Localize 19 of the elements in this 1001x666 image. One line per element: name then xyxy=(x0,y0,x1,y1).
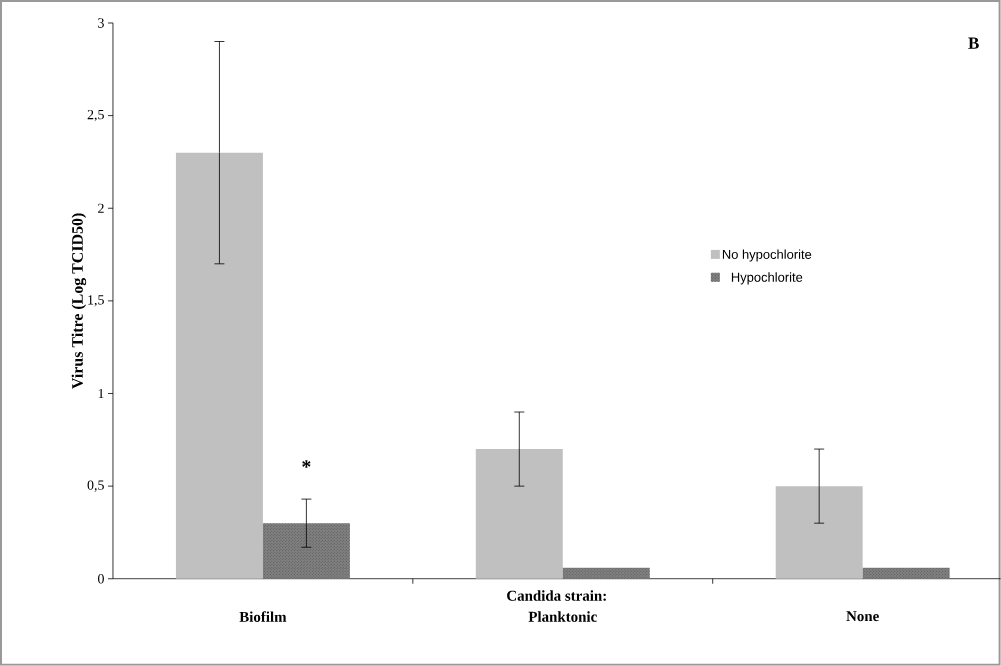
x-axis-title: Candida strain: xyxy=(507,590,606,601)
y-tick-label: 2,5 xyxy=(87,110,104,122)
bar xyxy=(175,152,263,579)
bar xyxy=(475,449,563,579)
legend-label: Hypochlorite xyxy=(731,272,803,285)
x-tick-label: Biofilm xyxy=(239,611,287,623)
y-tick-label: 3 xyxy=(98,18,104,28)
y-tick-label: 1,5 xyxy=(88,295,104,307)
x-tick-label: None xyxy=(846,611,879,622)
x-tick-label: Planktonic xyxy=(528,611,597,622)
y-tick-label: 0,5 xyxy=(87,480,104,492)
y-axis-title: Virus Titre (Log TCID50) xyxy=(71,213,87,389)
annotation: * xyxy=(302,460,311,468)
annotation: B xyxy=(968,37,979,49)
bar xyxy=(775,486,863,579)
y-tick-label: 1 xyxy=(98,389,104,399)
legend-label: No hypochlorite xyxy=(722,249,812,262)
y-tick-label: 0 xyxy=(98,574,104,584)
y-tick-label: 2 xyxy=(98,203,104,213)
